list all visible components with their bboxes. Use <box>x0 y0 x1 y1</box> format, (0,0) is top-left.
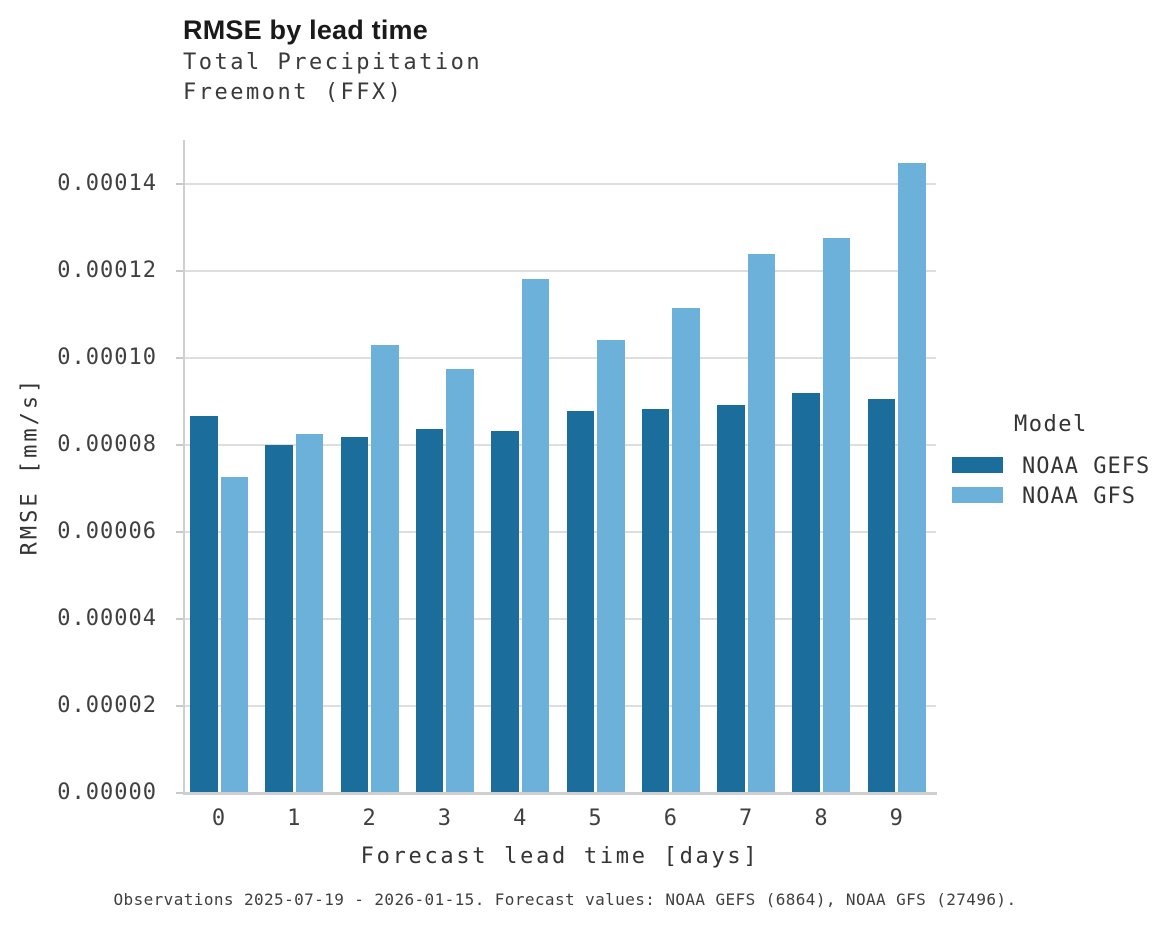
y-axis-tick <box>176 792 183 794</box>
x-tick-label: 1 <box>287 806 302 831</box>
bar-noaa-gfs-lead-8 <box>822 237 851 794</box>
bar-noaa-gfs-lead-0 <box>220 476 248 794</box>
y-axis-tick <box>176 269 183 272</box>
x-tick-label: 5 <box>588 806 603 831</box>
x-tick-label: 3 <box>437 806 453 831</box>
bar-noaa-gefs-lead-0 <box>190 415 218 794</box>
y-axis-tick <box>176 704 183 707</box>
x-tick-label: 6 <box>663 806 678 831</box>
bar-noaa-gfs-lead-3 <box>446 368 474 794</box>
x-tick-label: 2 <box>362 806 377 831</box>
figure-caption: Observations 2025-07-19 - 2026-01-15. Fo… <box>113 890 1017 909</box>
y-axis-tick <box>176 443 183 446</box>
y-gridline <box>185 704 936 707</box>
y-tick-label: 0.00002 <box>57 692 157 718</box>
y-tick-label: 0.00008 <box>57 431 157 457</box>
chart-subtitle-line-1: Total Precipitation <box>183 50 483 75</box>
legend-swatch-noaa-gefs <box>952 457 1003 473</box>
bar-noaa-gefs-lead-8 <box>792 393 820 794</box>
bar-noaa-gefs-lead-3 <box>415 429 444 794</box>
y-gridline <box>185 356 936 359</box>
bar-noaa-gfs-lead-4 <box>521 278 550 794</box>
x-axis-line <box>182 791 937 795</box>
legend-label-noaa-gfs: NOAA GFS <box>1022 484 1136 509</box>
bar-noaa-gefs-lead-7 <box>717 405 745 794</box>
bar-noaa-gfs-lead-5 <box>597 340 625 794</box>
bar-noaa-gefs-lead-5 <box>566 410 595 794</box>
bar-noaa-gefs-lead-2 <box>340 436 369 794</box>
x-tick-label: 7 <box>739 806 754 831</box>
y-tick-label: 0.00006 <box>57 518 157 544</box>
y-axis-tick <box>176 530 183 533</box>
y-tick-label: 0.00000 <box>57 780 157 805</box>
bar-noaa-gefs-lead-4 <box>491 430 519 794</box>
y-gridline <box>185 269 936 272</box>
y-axis-tick <box>176 617 183 620</box>
bar-noaa-gfs-lead-9 <box>898 162 926 794</box>
y-axis-line <box>182 140 185 795</box>
legend-label-noaa-gefs: NOAA GEFS <box>1022 454 1151 479</box>
x-tick-label: 9 <box>889 806 904 831</box>
y-axis-tick <box>176 182 183 185</box>
y-gridline <box>185 182 936 185</box>
y-tick-label: 0.00010 <box>57 344 157 370</box>
legend-swatch-noaa-gfs <box>952 487 1003 503</box>
y-tick-label: 0.00014 <box>57 170 157 196</box>
y-gridline <box>185 443 936 446</box>
bar-noaa-gefs-lead-9 <box>867 399 896 794</box>
bar-noaa-gefs-lead-1 <box>265 444 293 794</box>
chart-subtitle-line-2: Freemont (FFX) <box>183 80 404 105</box>
bar-noaa-gfs-lead-2 <box>371 345 399 794</box>
x-tick-label: 8 <box>814 806 829 831</box>
x-tick-label: 4 <box>513 806 528 831</box>
chart-title: RMSE by lead time <box>183 15 428 45</box>
x-tick-label: 0 <box>211 806 227 831</box>
y-gridline <box>185 617 936 620</box>
y-gridline <box>185 530 936 533</box>
y-tick-label: 0.00004 <box>57 605 157 631</box>
bar-noaa-gefs-lead-6 <box>641 409 670 794</box>
y-axis-tick <box>176 356 183 359</box>
bar-noaa-gfs-lead-1 <box>295 433 324 794</box>
bar-noaa-gfs-lead-7 <box>747 254 776 794</box>
bar-noaa-gfs-lead-6 <box>672 308 700 794</box>
y-tick-label: 0.00012 <box>57 257 157 283</box>
x-axis-title: Forecast lead time [days] <box>360 844 760 869</box>
legend-title: Model <box>1014 412 1088 437</box>
